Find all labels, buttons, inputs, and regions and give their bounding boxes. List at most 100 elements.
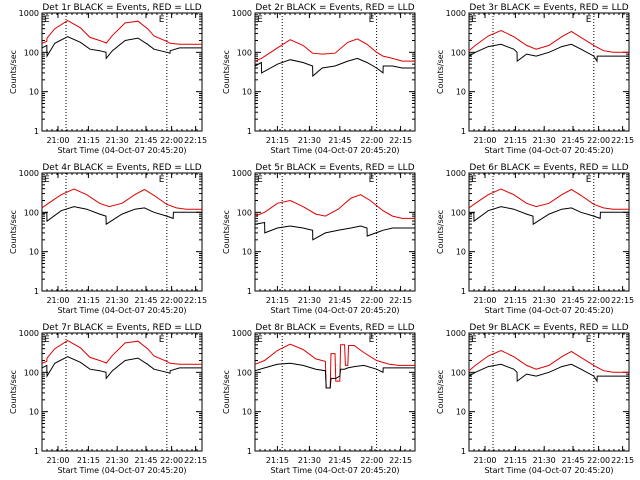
panel-title: Det 8r BLACK = Events, RED = LLD bbox=[255, 323, 414, 333]
x-axis-label: Start Time (04-Oct-07 20:45:20) bbox=[484, 466, 613, 475]
y-tick-label: 1000 bbox=[19, 169, 39, 178]
x-tick-label: 21:30 bbox=[106, 136, 129, 145]
y-tick-label: 1 bbox=[34, 447, 39, 456]
x-tick-label: 22:15 bbox=[611, 296, 634, 305]
e-marker: E bbox=[369, 15, 375, 25]
plot-frame bbox=[41, 12, 203, 132]
y-axis-label: Counts/sec bbox=[436, 50, 445, 94]
x-tick-label: 21:45 bbox=[134, 136, 157, 145]
x-tick-label: 21:15 bbox=[504, 296, 527, 305]
events-series-line bbox=[254, 362, 415, 389]
y-tick-label: 1000 bbox=[446, 169, 466, 178]
y-tick-label: 100 bbox=[237, 368, 252, 377]
x-tick-label: 22:00 bbox=[360, 136, 383, 145]
x-tick-label: 21:30 bbox=[533, 136, 556, 145]
y-tick-label: 10 bbox=[456, 408, 466, 417]
panel-title: Det 4r BLACK = Events, RED = LLD bbox=[42, 163, 201, 173]
y-axis-label: Counts/sec bbox=[222, 210, 231, 254]
panel-title: Det 3r BLACK = Events, RED = LLD bbox=[469, 3, 628, 13]
x-axis-label: Start Time (04-Oct-07 20:45:20) bbox=[484, 306, 613, 315]
x-tick-label: 21:45 bbox=[561, 296, 584, 305]
y-tick-label: 1 bbox=[247, 287, 252, 296]
y-tick-label: 1000 bbox=[232, 9, 252, 18]
e-marker: E bbox=[159, 335, 165, 345]
e-marker: E bbox=[586, 335, 592, 345]
e-marker: E bbox=[257, 335, 263, 345]
x-tick-label: 21:45 bbox=[561, 456, 584, 465]
e-marker: E bbox=[159, 175, 165, 185]
x-tick-label: 22:00 bbox=[160, 296, 183, 305]
y-tick-label: 1000 bbox=[19, 329, 39, 338]
plot-frame bbox=[254, 172, 416, 292]
plot-frame bbox=[41, 172, 203, 292]
plot-frame bbox=[41, 332, 203, 452]
y-tick-label: 100 bbox=[237, 48, 252, 57]
x-tick-label: 22:15 bbox=[184, 296, 207, 305]
x-tick-label: 22:15 bbox=[184, 136, 207, 145]
y-tick-label: 1 bbox=[461, 127, 466, 136]
y-tick-label: 1 bbox=[34, 287, 39, 296]
x-axis-label: Start Time (04-Oct-07 20:45:20) bbox=[270, 306, 399, 315]
plot-frame bbox=[254, 332, 416, 452]
e-marker: E bbox=[369, 175, 375, 185]
events-series-line bbox=[468, 43, 629, 63]
y-axis-label: Counts/sec bbox=[222, 50, 231, 94]
x-tick-label: 22:15 bbox=[389, 296, 412, 305]
x-axis-label: Start Time (04-Oct-07 20:45:20) bbox=[57, 146, 186, 155]
y-axis-label: Counts/sec bbox=[9, 50, 18, 94]
plot-frame bbox=[254, 12, 416, 132]
e-marker: E bbox=[257, 15, 263, 25]
y-tick-label: 1000 bbox=[232, 169, 252, 178]
e-marker: E bbox=[44, 335, 50, 345]
x-tick-label: 21:45 bbox=[134, 296, 157, 305]
panel-title: Det 9r BLACK = Events, RED = LLD bbox=[469, 323, 628, 333]
y-axis-label: Counts/sec bbox=[436, 370, 445, 414]
y-tick-label: 10 bbox=[29, 408, 39, 417]
panel-det-4r: Det 4r BLACK = Events, RED = LLD 1 10 100 10… bbox=[9, 163, 207, 315]
lld-series-line bbox=[254, 343, 415, 389]
e-marker: E bbox=[44, 15, 50, 25]
x-tick-label: 21:00 bbox=[473, 296, 496, 305]
x-tick-label: 21:45 bbox=[134, 456, 157, 465]
y-axis-label: Counts/sec bbox=[9, 370, 18, 414]
y-tick-label: 100 bbox=[24, 48, 39, 57]
y-tick-label: 1 bbox=[247, 127, 252, 136]
lld-series-line bbox=[468, 349, 629, 373]
x-tick-label: 21:00 bbox=[473, 456, 496, 465]
y-tick-label: 100 bbox=[451, 368, 466, 377]
panel-det-6r: Det 6r BLACK = Events, RED = LLD 1 10 100 10… bbox=[436, 163, 634, 315]
y-tick-label: 1 bbox=[247, 447, 252, 456]
events-series-line bbox=[41, 206, 202, 226]
x-axis-label: Start Time (04-Oct-07 20:45:20) bbox=[484, 146, 613, 155]
x-tick-label: 21:15 bbox=[504, 456, 527, 465]
y-tick-label: 10 bbox=[242, 408, 252, 417]
y-tick-label: 1 bbox=[461, 447, 466, 456]
x-tick-label: 21:45 bbox=[328, 296, 351, 305]
panel-title: Det 6r BLACK = Events, RED = LLD bbox=[469, 163, 628, 173]
panel-det-7r: Det 7r BLACK = Events, RED = LLD 1 10 100 10… bbox=[9, 323, 207, 475]
y-tick-label: 100 bbox=[237, 208, 252, 217]
events-series-line bbox=[254, 57, 415, 78]
events-series-line bbox=[468, 363, 629, 383]
x-axis-label: Start Time (04-Oct-07 20:45:20) bbox=[57, 306, 186, 315]
events-series-line bbox=[41, 36, 202, 60]
y-tick-label: 1 bbox=[461, 287, 466, 296]
y-axis-label: Counts/sec bbox=[9, 210, 18, 254]
x-tick-label: 21:00 bbox=[46, 456, 69, 465]
lld-series-line bbox=[468, 188, 629, 210]
e-marker: E bbox=[159, 15, 165, 25]
x-tick-label: 21:15 bbox=[266, 296, 289, 305]
plot-frame bbox=[468, 12, 630, 132]
panel-det-3r: Det 3r BLACK = Events, RED = LLD 1 10 100 10… bbox=[436, 3, 634, 155]
plot-frame bbox=[468, 332, 630, 452]
x-tick-label: 21:30 bbox=[298, 136, 321, 145]
lld-series-line bbox=[254, 38, 415, 62]
lld-series-line bbox=[468, 29, 629, 53]
panel-det-2r: Det 2r BLACK = Events, RED = LLD 1 10 100 10… bbox=[222, 3, 416, 155]
panel-det-8r: Det 8r BLACK = Events, RED = LLD 1 10 100 10… bbox=[222, 323, 416, 475]
y-tick-label: 1000 bbox=[446, 329, 466, 338]
plot-frame bbox=[468, 172, 630, 292]
x-tick-label: 21:45 bbox=[328, 456, 351, 465]
x-tick-label: 21:00 bbox=[46, 296, 69, 305]
